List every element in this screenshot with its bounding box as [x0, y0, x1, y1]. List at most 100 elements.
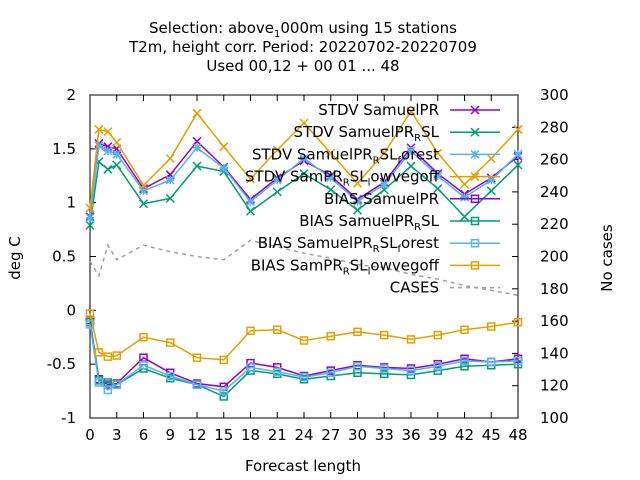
subscript-text: l — [368, 266, 371, 277]
marker-stroke — [470, 216, 480, 226]
data-point — [299, 372, 309, 382]
subscript-text: R — [343, 266, 350, 277]
subscript-text: R — [414, 133, 421, 144]
text-part: owvegoff — [370, 256, 439, 274]
marker-stroke — [192, 108, 202, 118]
data-point — [192, 353, 202, 362]
data-point — [245, 174, 256, 184]
data-point — [273, 367, 282, 376]
marker-stroke — [139, 333, 148, 342]
marker-stroke — [379, 148, 389, 158]
data-point — [219, 386, 228, 396]
y-axis-label: deg C — [6, 236, 24, 280]
data-point — [486, 186, 496, 196]
legend-entry: BIAS SamuelPR — [324, 190, 500, 208]
data-point — [299, 336, 309, 345]
series-layer — [85, 106, 523, 401]
marker-stroke — [85, 203, 95, 213]
text-part: BIAS SamPR — [251, 256, 343, 274]
marker-stroke — [352, 205, 363, 215]
x-tick-label: 48 — [508, 426, 527, 444]
y2-axis-label: No cases — [598, 224, 616, 292]
marker-stroke — [165, 193, 175, 203]
marker-stroke — [299, 336, 309, 345]
marker-stroke — [245, 206, 256, 216]
text-part: STDV SamPR — [245, 168, 343, 186]
data-point — [166, 371, 175, 381]
marker-stroke — [406, 366, 416, 375]
marker-stroke — [192, 380, 202, 389]
y2-tick-label: 300 — [540, 86, 569, 104]
marker-stroke — [460, 356, 469, 366]
marker-stroke — [326, 148, 336, 158]
data-point — [433, 366, 442, 375]
marker-stroke — [433, 362, 442, 371]
subscript-text: f — [398, 155, 402, 166]
marker-stroke — [94, 124, 104, 134]
legend-marker — [470, 172, 480, 182]
marker-stroke — [299, 118, 309, 128]
marker-stroke — [380, 369, 389, 379]
marker-stroke — [470, 127, 480, 137]
marker-stroke — [103, 385, 113, 395]
marker-stroke — [94, 348, 104, 357]
data-point — [166, 338, 175, 347]
data-point — [487, 322, 496, 331]
x-tick-label: 12 — [187, 426, 206, 444]
legend-label: STDV SamuelPRRSL — [293, 123, 439, 144]
x-tick-label: 36 — [401, 426, 420, 444]
legend-label: BIAS SamuelPRRSL — [299, 212, 439, 233]
data-point — [406, 370, 416, 380]
data-point — [326, 368, 335, 378]
marker-stroke — [380, 330, 389, 340]
data-point — [486, 153, 496, 164]
text-part: SL — [421, 123, 440, 141]
series-7 — [85, 320, 523, 396]
marker-stroke — [406, 370, 416, 380]
data-point — [460, 325, 469, 334]
series-line — [89, 313, 519, 361]
legend-marker — [470, 127, 480, 137]
marker-stroke — [326, 185, 336, 195]
legend-entry: CASES — [390, 279, 500, 297]
data-point — [219, 355, 228, 365]
marker-stroke — [433, 148, 443, 158]
text-part: CASES — [390, 279, 439, 297]
data-point — [433, 362, 442, 371]
marker-stroke — [299, 169, 309, 179]
y2-tick-label: 220 — [540, 215, 569, 233]
data-point — [85, 213, 95, 223]
legend-entry: STDV SamuelPRRSL — [293, 123, 500, 144]
marker-stroke — [112, 137, 122, 147]
title-line: Used 00,12 + 00 01 ... 48 — [206, 57, 399, 75]
marker-stroke — [219, 355, 228, 365]
legend-entry: BIAS SamPRRSLlowvegoff — [251, 256, 500, 277]
marker-stroke — [487, 357, 496, 367]
data-point — [103, 385, 113, 395]
data-point — [272, 187, 282, 197]
title-line: T2m, height corr. Period: 20220702-20220… — [128, 38, 477, 56]
marker-stroke — [166, 371, 175, 381]
marker-stroke — [85, 320, 95, 329]
marker-stroke — [460, 325, 469, 334]
title-line: Selection: above1000m using 15 stations — [149, 19, 457, 40]
data-point — [326, 331, 335, 341]
data-point — [245, 206, 256, 216]
marker-stroke — [85, 220, 95, 230]
data-point — [406, 106, 416, 116]
data-point — [379, 148, 389, 158]
marker-stroke — [103, 164, 113, 174]
text-part: BIAS SamuelPR — [299, 212, 414, 230]
data-point — [94, 378, 104, 387]
data-point — [380, 369, 389, 379]
data-point — [379, 179, 389, 189]
marker-stroke — [326, 368, 335, 378]
data-point — [219, 142, 229, 152]
legend-entry: BIAS SamuelPRRSLforest — [258, 234, 500, 255]
text-part: SL — [380, 234, 399, 252]
marker-stroke — [433, 366, 442, 375]
data-point — [272, 175, 282, 185]
x-tick-label: 33 — [375, 426, 394, 444]
data-point — [406, 161, 416, 171]
